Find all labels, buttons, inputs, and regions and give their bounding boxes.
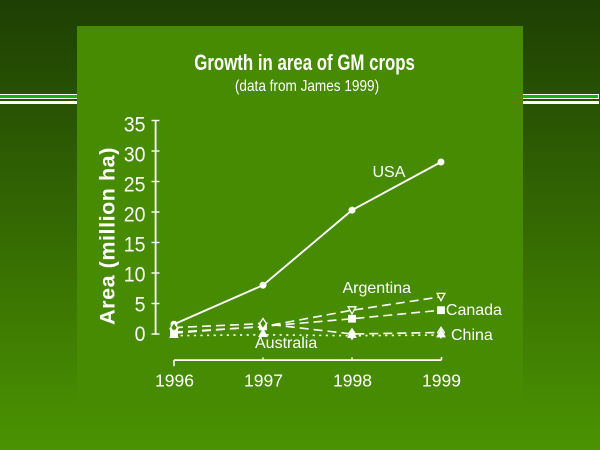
series-line-china (173, 322, 442, 335)
x-tick-label: 1999 (422, 370, 461, 390)
series-label-usa: USA (373, 164, 406, 181)
x-tick-label: 1996 (155, 370, 194, 390)
marker-usa-1999 (437, 158, 445, 166)
marker-australia-1997 (258, 328, 268, 338)
marker-usa-1997 (259, 281, 267, 289)
series-label-china: China (451, 327, 493, 344)
series-label-argentina: Argentina (343, 280, 412, 297)
series-line-canada (173, 309, 442, 334)
y-tick-label: 0 (135, 324, 146, 347)
y-axis-title: Area (million ha) (96, 147, 120, 325)
series-line-usa (173, 161, 442, 326)
chart-subtitle: (data from James 1999) (235, 78, 379, 95)
marker-australia-1999 (436, 328, 446, 338)
y-tick-label: 25 (124, 174, 146, 197)
series-line-australia (173, 333, 442, 337)
x-tick-label: 1998 (333, 370, 372, 390)
marker-argentina-1998 (347, 306, 357, 316)
chart-panel (77, 25, 523, 405)
y-tick-label: 20 (124, 204, 146, 227)
y-tick-label: 35 (124, 114, 146, 137)
marker-canada-1998 (348, 314, 356, 323)
marker-australia-1998 (347, 328, 357, 338)
chart-title: Growth in area of GM crops (194, 51, 415, 76)
y-tick-label: 15 (124, 234, 146, 257)
marker-canada-1999 (437, 306, 445, 315)
series-label-canada: Canada (446, 302, 502, 319)
marker-australia-1996 (169, 328, 179, 338)
x-tick-label: 1997 (244, 370, 283, 390)
y-tick-label: 10 (124, 264, 146, 287)
chart-dynamic-layer: 0 5 10 15 20 25 30 35 1996 1997 1998 1999 USA Argenti… (124, 114, 502, 390)
marker-usa-1998 (348, 206, 356, 214)
series-label-australia: Australia (255, 335, 317, 352)
y-tick-label: 5 (135, 294, 146, 317)
marker-argentina-1999 (436, 292, 446, 302)
y-tick-label: 30 (124, 144, 146, 167)
